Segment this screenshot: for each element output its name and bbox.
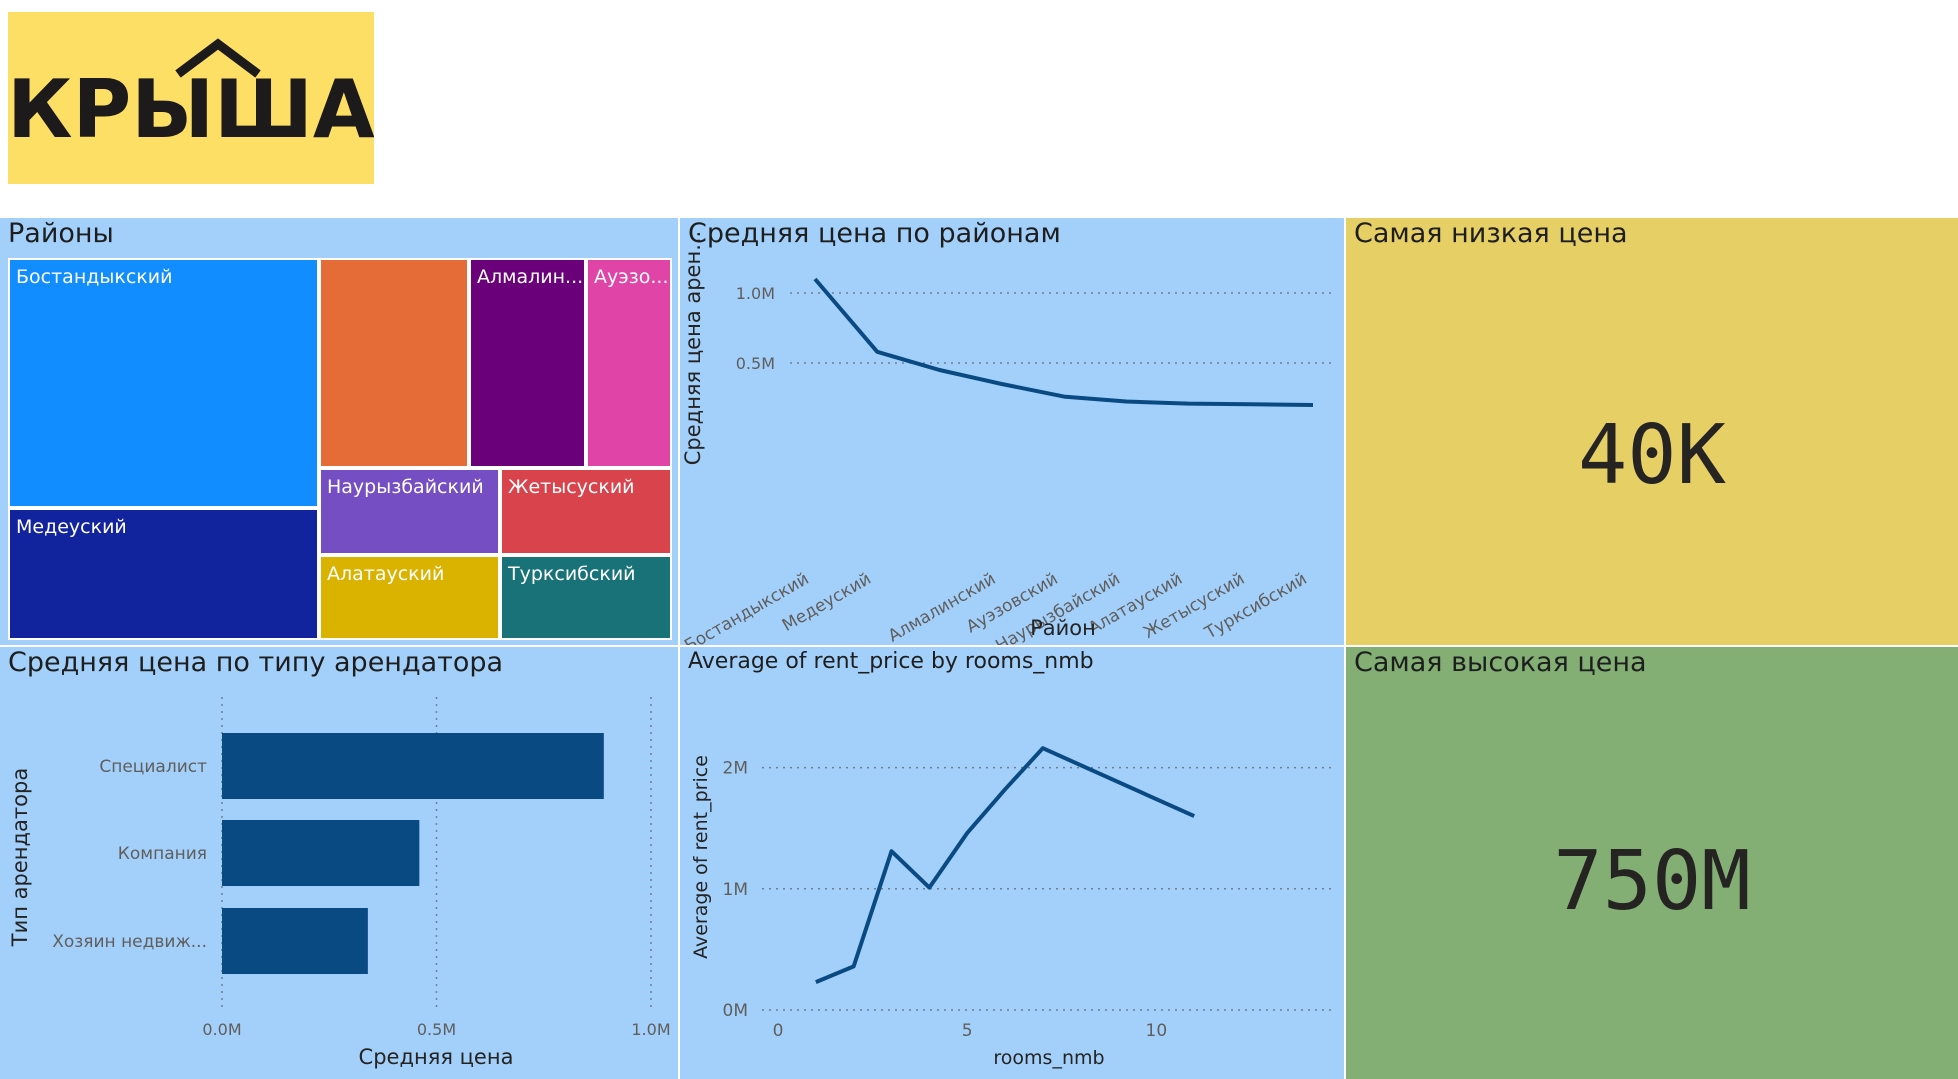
y-tick-label: 0.5M [736,354,775,373]
tenant-type-chart: 0.0M 0.5M 1.0M Специалист Компания Хозяин нед… [8,697,671,1069]
y-axis-title: Average of rent_price [690,755,712,959]
kpi-highest-title: Самая высокая цена [1354,647,1647,678]
treemap-panel: Районы Бостандыкский Медеуский Алмалин..… [0,218,678,645]
logo-background [8,12,374,184]
kpi-highest-price-card: Самая высокая цена 750M [1346,647,1958,1079]
district-chart-title: Средняя цена по районам [688,218,1061,249]
x-tick-label: Алмалинский [885,569,999,645]
y-tick-label: 1.0M [736,284,775,303]
y-tick-label: Компания [118,844,207,864]
treemap-cell-almaly[interactable]: Алмалин... [469,258,586,468]
kpi-lowest-price-card: Самая низкая цена 40K [1346,218,1958,645]
x-tick-label: 0 [773,1021,784,1041]
kpi-highest-value: 750M [1553,834,1751,929]
treemap-cell-medeu[interactable]: Медеуский [8,508,319,640]
logo-roof-icon [175,38,261,78]
treemap-cell-auezov[interactable]: Ауэзо... [586,258,672,468]
y-axis-title: Тип арендатора [8,768,32,947]
treemap-label: Ауэзо... [594,266,669,288]
treemap-cell-turksib[interactable]: Турксибский [500,555,672,640]
kpi-lowest-title: Самая низкая цена [1354,218,1628,249]
rooms-price-panel: Average of rent_price by rooms_nmb 0M 1M 2… [680,647,1344,1079]
treemap-label: Алатауский [327,563,445,585]
tenant-chart-title: Средняя цена по типу арендатора [8,647,504,678]
district-price-panel: Средняя цена по районам 1.0M 0.5M Бостанды… [680,218,1344,645]
y-axis-title: Средняя цена арен... [681,231,705,465]
treemap-label: Алмалин... [477,266,584,288]
x-axis-title: rooms_nmb [993,1047,1104,1069]
treemap-label: Турксибский [508,563,636,585]
treemap: Бостандыкский Медеуский Алмалин... Ауэзо… [8,258,672,640]
treemap-label: Жетысуский [508,476,635,498]
logo: КРЫША [7,12,375,184]
treemap-label: Наурызбайский [327,476,484,498]
treemap-cell-unlabeled[interactable] [319,258,469,468]
logo-text: КРЫША [8,63,374,156]
y-tick-label: 0M [723,1001,748,1021]
treemap-label: Медеуский [16,516,127,538]
kpi-lowest-value: 40K [1577,408,1727,503]
bar [222,733,604,799]
y-tick-label: Специалист [99,757,207,777]
x-axis-title: Средняя цена [359,1045,514,1069]
y-tick-label: 2M [723,759,748,779]
x-axis-title: Район [1030,616,1096,640]
y-tick-label: Хозяин недвиж... [52,932,207,952]
treemap-cell-nauryzbay[interactable]: Наурызбайский [319,468,500,555]
x-tick-label: 1.0M [631,1020,670,1039]
bar [222,820,420,886]
x-tick-label: 0.5M [417,1020,456,1039]
bar [222,908,368,974]
treemap-cell-zhetysu[interactable]: Жетысуский [500,468,672,555]
tenant-type-panel: Средняя цена по типу арендатора 0.0M 0.5M… [0,647,678,1079]
treemap-title: Районы [8,218,114,249]
treemap-label: Бостандыкский [16,266,173,288]
x-tick-label: 0.0M [202,1020,241,1039]
series-line [815,746,1195,984]
x-tick-label: 10 [1146,1021,1168,1041]
treemap-cell-alatau[interactable]: Алатауский [319,555,500,640]
series-line [813,277,1314,407]
x-tick-label: 5 [962,1021,973,1041]
rooms-chart-title: Average of rent_price by rooms_nmb [688,649,1094,674]
y-tick-label: 1M [723,880,748,900]
treemap-cell-bostandyk[interactable]: Бостандыкский [8,258,319,508]
rooms-price-chart: 0M 1M 2M 0 5 10 rooms_nmb Average of rent_price [690,746,1335,1069]
